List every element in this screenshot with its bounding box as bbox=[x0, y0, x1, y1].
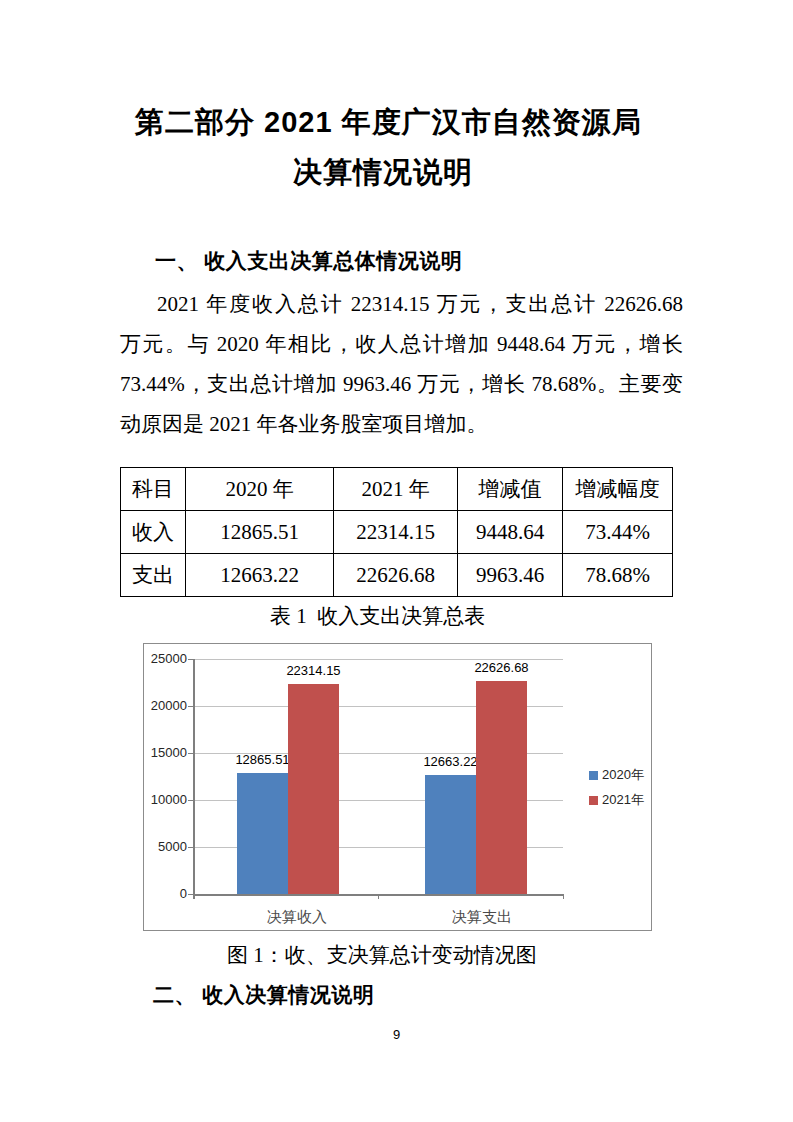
legend-label: 2021年 bbox=[602, 791, 644, 809]
bar-value-label: 22314.15 bbox=[286, 663, 340, 679]
category-label: 决算收入 bbox=[267, 907, 327, 927]
table-cell: 支出 bbox=[121, 554, 186, 597]
table-cell: 78.68% bbox=[563, 554, 673, 597]
y-axis-tick-label: 0 bbox=[145, 886, 187, 902]
y-axis-tick-label: 15000 bbox=[145, 745, 187, 761]
x-axis-tick bbox=[193, 894, 194, 899]
bar-value-label: 12663.22 bbox=[423, 754, 477, 770]
y-axis-tick-label: 5000 bbox=[145, 839, 187, 855]
intro-paragraph: 2021 年度收入总计 22314.15 万元，支出总计 22626.68万元。… bbox=[120, 284, 683, 444]
section2-heading: 二、 收入决算情况说明 bbox=[153, 981, 374, 1009]
x-axis-tick bbox=[563, 894, 564, 899]
document-title-line2: 决算情况说明 bbox=[293, 152, 473, 192]
y-axis-tick-label: 25000 bbox=[145, 651, 187, 667]
bar-chart: 0 5000 10000 15000 20000 25000 12865.51 12663.2… bbox=[143, 643, 652, 931]
paragraph-line-2: 万元。与 2020 年相比，收人总计增加 9448.64 万元，增长 bbox=[120, 324, 683, 364]
page-number: 9 bbox=[0, 1027, 793, 1043]
bar-value-label: 22626.68 bbox=[474, 660, 528, 676]
category-label: 决算支出 bbox=[452, 907, 512, 927]
table-cell: 73.44% bbox=[563, 511, 673, 554]
figure-caption: 图 1：收、支决算总计变动情况图 bbox=[227, 941, 537, 969]
paragraph-line-1: 2021 年度收入总计 22314.15 万元，支出总计 22626.68 bbox=[157, 284, 683, 324]
section1-heading: 一、 收入支出决算总体情况说明 bbox=[155, 247, 462, 275]
table-header-cell: 增减值 bbox=[458, 468, 563, 511]
y-axis-line bbox=[193, 659, 195, 899]
bar-value-label: 12865.51 bbox=[235, 752, 289, 768]
legend-swatch bbox=[589, 796, 598, 805]
legend-label: 2020年 bbox=[602, 766, 644, 784]
y-axis-tick-label: 10000 bbox=[145, 792, 187, 808]
y-axis-tick-label: 20000 bbox=[145, 698, 187, 714]
table-cell: 22314.15 bbox=[334, 511, 458, 554]
table-header-row: 科目2020 年2021 年增减值增减幅度 bbox=[121, 468, 673, 511]
table-cell: 22626.68 bbox=[334, 554, 458, 597]
legend-swatch bbox=[589, 771, 598, 780]
document-page: 第二部分 2021 年度广汉市自然资源局 决算情况说明 一、 收入支出决算总体情… bbox=[0, 0, 793, 1122]
table-header-cell: 科目 bbox=[121, 468, 186, 511]
table-row: 支出12663.2222626.689963.4678.68% bbox=[121, 554, 673, 597]
table-header-cell: 2020 年 bbox=[186, 468, 334, 511]
bar-series1-cat1 bbox=[237, 773, 288, 894]
bar-series1-cat2 bbox=[425, 775, 476, 894]
table-cell: 12663.22 bbox=[186, 554, 334, 597]
paragraph-line-3: 73.44%，支出总计增加 9963.46 万元，增长 78.68%。主要变 bbox=[120, 364, 683, 404]
bar-series2-cat1 bbox=[288, 684, 339, 894]
table-header-cell: 增减幅度 bbox=[563, 468, 673, 511]
table-cell: 9963.46 bbox=[458, 554, 563, 597]
table-cell: 9448.64 bbox=[458, 511, 563, 554]
table-cell: 收入 bbox=[121, 511, 186, 554]
document-title-line1: 第二部分 2021 年度广汉市自然资源局 bbox=[135, 102, 642, 142]
table-row: 收入12865.5122314.159448.6473.44% bbox=[121, 511, 673, 554]
bar-series2-cat2 bbox=[476, 681, 527, 894]
x-axis-tick bbox=[378, 894, 379, 899]
table-cell: 12865.51 bbox=[186, 511, 334, 554]
paragraph-line-4: 动原因是 2021 年各业务股室项目增加。 bbox=[120, 404, 683, 444]
summary-table: 科目2020 年2021 年增减值增减幅度收入12865.5122314.159… bbox=[120, 467, 673, 597]
table-caption: 表 1 收入支出决算总表 bbox=[270, 602, 485, 630]
table-header-cell: 2021 年 bbox=[334, 468, 458, 511]
